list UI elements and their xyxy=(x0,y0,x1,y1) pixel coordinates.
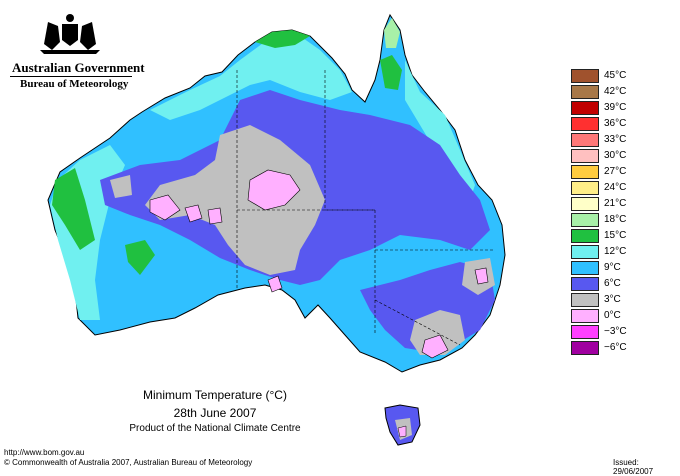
legend-swatch xyxy=(571,85,599,99)
legend-swatch xyxy=(571,277,599,291)
zone-0c-sa xyxy=(267,275,283,293)
zone-15c-cape xyxy=(380,55,402,90)
legend-label: −3°C xyxy=(604,326,627,337)
zone-0c-central xyxy=(247,169,301,211)
footer-issued: Issued: 29/06/2007 xyxy=(613,458,654,476)
zone-3c-central xyxy=(145,125,325,275)
legend-swatch xyxy=(571,181,599,195)
legend-label: 45°C xyxy=(604,70,627,81)
legend-label: 36°C xyxy=(604,118,627,129)
zone-12c-east xyxy=(405,60,475,200)
zone-0c-nsw xyxy=(474,267,489,285)
zone-0c-west-1 xyxy=(149,194,181,221)
legend-swatch xyxy=(571,165,599,179)
legend-label: 24°C xyxy=(604,182,627,193)
zone-3c-se xyxy=(410,310,465,355)
legend-label: 27°C xyxy=(604,166,627,177)
legend-label: 33°C xyxy=(604,134,627,145)
legend-swatch xyxy=(571,197,599,211)
legend-swatch xyxy=(571,117,599,131)
zone-15c-north xyxy=(255,30,310,48)
legend-swatch xyxy=(571,149,599,163)
legend-swatch xyxy=(571,261,599,275)
zone-3c-west xyxy=(110,175,132,198)
legend-label: 18°C xyxy=(604,214,627,225)
legend-swatch xyxy=(571,245,599,259)
bureau-title: Bureau of Meteorology xyxy=(20,78,129,90)
legend-swatch xyxy=(571,213,599,227)
coat-of-arms-icon xyxy=(40,14,100,54)
legend-swatch xyxy=(571,309,599,323)
map-title: Minimum Temperature (°C) xyxy=(143,388,287,402)
legend-label: 42°C xyxy=(604,86,627,97)
legend-label: −6°C xyxy=(604,342,627,353)
legend-label: 0°C xyxy=(604,310,621,321)
legend-swatch xyxy=(571,101,599,115)
legend-swatch xyxy=(571,341,599,355)
legend-label: 3°C xyxy=(604,294,621,305)
zone-12c-north xyxy=(150,36,352,120)
legend-label: 15°C xyxy=(604,230,627,241)
zone-0c-west-2 xyxy=(184,204,203,223)
footer-url[interactable]: http://www.bom.gov.au xyxy=(4,448,85,457)
legend-label: 12°C xyxy=(604,246,627,257)
zone-15c-sw xyxy=(52,168,95,250)
government-title: Australian Government xyxy=(12,60,145,75)
tasmania-0c xyxy=(397,425,407,438)
zone-0c-vic xyxy=(421,334,449,359)
legend-swatch xyxy=(571,229,599,243)
header-rule xyxy=(10,76,132,77)
zone-0c-west-3 xyxy=(207,207,223,225)
state-borders xyxy=(236,70,495,346)
zone-15c-west-spot xyxy=(125,240,155,275)
zone-18c-cape xyxy=(384,18,400,48)
legend-label: 9°C xyxy=(604,262,621,273)
map-product: Product of the National Climate Centre xyxy=(129,423,301,434)
footer-copyright: © Commonwealth of Australia 2007, Austra… xyxy=(4,458,253,467)
legend-swatch xyxy=(571,325,599,339)
legend-swatch xyxy=(571,69,599,83)
legend-label: 30°C xyxy=(604,150,627,161)
legend-label: 6°C xyxy=(604,278,621,289)
legend-label: 21°C xyxy=(604,198,627,209)
map-date: 28th June 2007 xyxy=(173,406,257,420)
legend-label: 39°C xyxy=(604,102,627,113)
legend-swatch xyxy=(571,293,599,307)
legend-swatch xyxy=(571,133,599,147)
